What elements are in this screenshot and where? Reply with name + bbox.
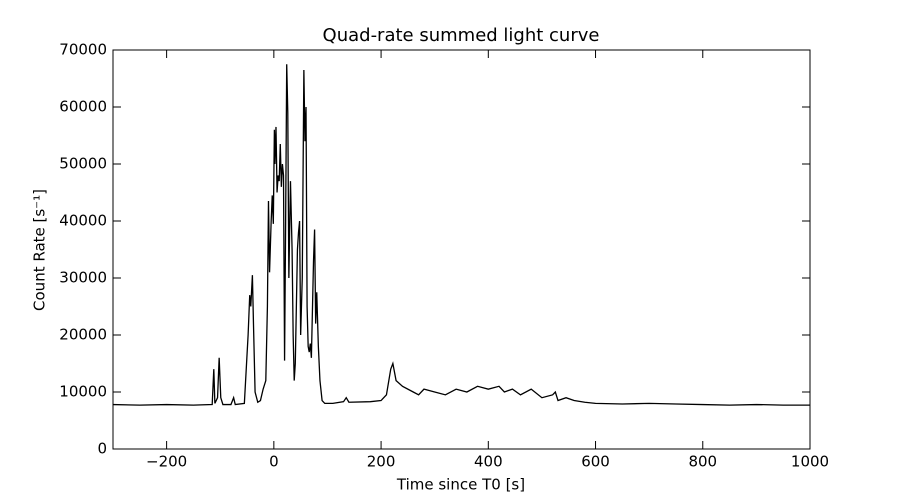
- x-tick-label: −200: [146, 453, 187, 471]
- y-axis-label: Count Rate [s⁻¹]: [31, 189, 49, 311]
- x-axis-label: Time since T0 [s]: [396, 476, 525, 494]
- y-tick-label: 60000: [59, 98, 107, 116]
- plot-frame: [112, 49, 811, 450]
- light-curve: [112, 64, 810, 406]
- x-tick-label: 400: [474, 453, 503, 471]
- y-tick-label: 70000: [59, 41, 107, 59]
- x-tick-label: 1000: [791, 453, 829, 471]
- x-tick-label: 600: [581, 453, 610, 471]
- x-tick-label: 0: [269, 453, 279, 471]
- y-tick-label: 50000: [59, 155, 107, 173]
- y-tick-label: 20000: [59, 326, 107, 344]
- y-tick-label: 30000: [59, 269, 107, 287]
- chart-title: Quad-rate summed light curve: [323, 25, 600, 46]
- x-tick-label: 200: [367, 453, 396, 471]
- y-tick-label: 40000: [59, 212, 107, 230]
- y-tick-label: 0: [97, 440, 107, 458]
- y-tick-label: 10000: [59, 383, 107, 401]
- x-tick-label: 800: [688, 453, 717, 471]
